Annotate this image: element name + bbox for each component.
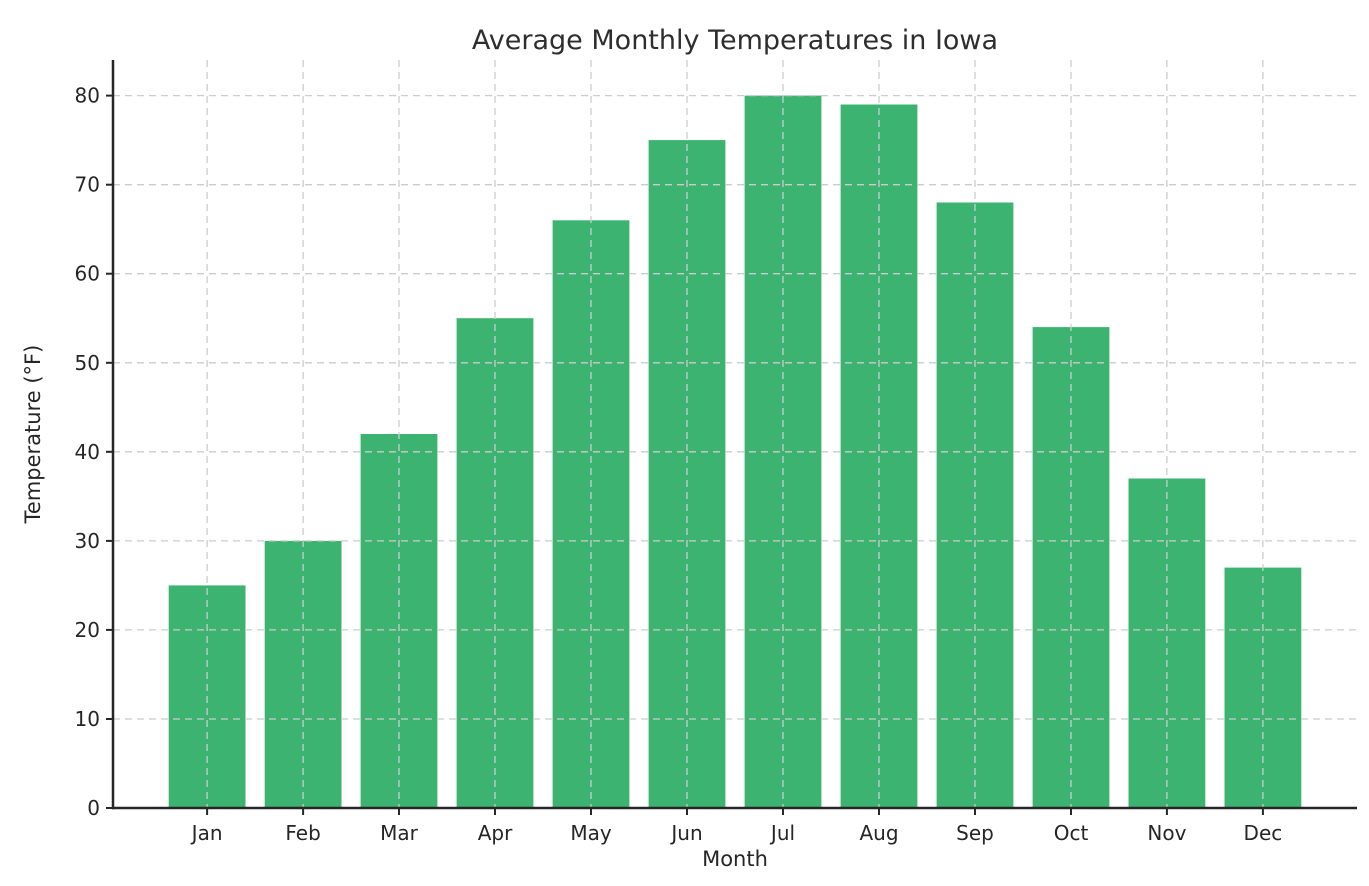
x-tick-label: Jul: [769, 821, 795, 845]
x-tick-label: Aug: [859, 821, 898, 845]
y-tick-label: 40: [75, 440, 100, 464]
x-tick-label: May: [570, 821, 612, 845]
y-tick-label: 50: [75, 351, 100, 375]
x-tick-label: Nov: [1147, 821, 1186, 845]
x-tick-label: Mar: [380, 821, 419, 845]
y-tick-label: 30: [75, 529, 100, 553]
x-tick-label: Jun: [669, 821, 702, 845]
bar-mar: [360, 434, 438, 808]
chart-title: Average Monthly Temperatures in Iowa: [471, 25, 999, 56]
x-tick-label: Apr: [478, 821, 513, 845]
x-tick-label: Dec: [1244, 821, 1283, 845]
y-axis-label: Temperature (°F): [21, 344, 45, 524]
x-axis-label: Month: [702, 847, 768, 871]
x-tick-label: Sep: [956, 821, 994, 845]
y-tick-label: 20: [75, 618, 100, 642]
y-tick-label: 60: [75, 262, 100, 286]
y-tick-label: 70: [75, 173, 100, 197]
x-tick-label: Jan: [190, 821, 223, 845]
y-tick-label: 10: [75, 707, 100, 731]
y-tick-label: 80: [75, 84, 100, 108]
y-tick-label: 0: [87, 796, 100, 820]
bar-may: [552, 220, 630, 809]
x-tick-label: Feb: [285, 821, 320, 845]
x-tick-label: Oct: [1054, 821, 1089, 845]
